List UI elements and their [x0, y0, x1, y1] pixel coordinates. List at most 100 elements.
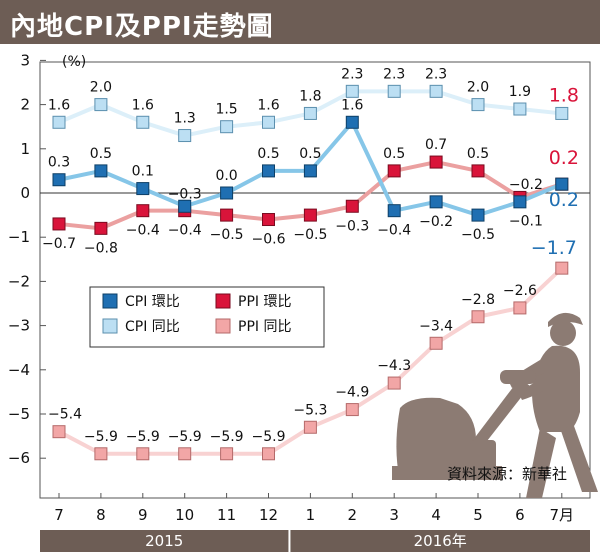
worker-leg-right — [560, 426, 598, 492]
data-label-cpi_yoy: 1.8 — [299, 88, 321, 104]
data-label-ppi_yoy: −5.4 — [48, 407, 82, 423]
data-point-cpi_yoy — [429, 84, 443, 98]
data-label-ppi_yoy: −2.8 — [461, 292, 495, 308]
data-label-ppi_mom: −0.5 — [293, 227, 327, 243]
data-label-cpi_mom: 0.2 — [549, 189, 579, 211]
worker-leg-left — [526, 428, 556, 498]
worker-illustration — [392, 312, 598, 498]
data-point-cpi_yoy — [52, 115, 66, 129]
compactor-engine — [396, 397, 476, 470]
data-label-ppi_yoy: −5.9 — [84, 429, 118, 445]
data-label-ppi_mom: −0.4 — [168, 223, 202, 239]
data-label-ppi_yoy: −2.6 — [503, 283, 537, 299]
data-label-cpi_mom: 0.1 — [132, 164, 154, 180]
data-label-ppi_yoy: −5.3 — [293, 402, 327, 418]
legend-swatch-ppi_yoy — [215, 318, 231, 334]
source-note: 資料來源：新華社 — [447, 465, 568, 483]
data-label-cpi_mom: −0.2 — [419, 214, 453, 230]
data-label-cpi_mom: 0.5 — [257, 146, 279, 162]
data-label-cpi_mom: −0.2 — [509, 177, 543, 193]
data-label-ppi_yoy: −5.9 — [168, 429, 202, 445]
legend-label-ppi_yoy: PPI 同比 — [238, 319, 291, 335]
data-point-ppi_yoy — [429, 336, 443, 350]
y-tick-label: −1 — [8, 228, 30, 246]
data-point-cpi_mom — [178, 199, 192, 213]
data-point-cpi_mom — [555, 177, 569, 191]
x-tick-label: 7 — [54, 506, 64, 524]
data-point-ppi_yoy — [471, 310, 485, 324]
y-tick-label: 0 — [20, 184, 30, 202]
data-point-ppi_yoy — [555, 261, 569, 275]
data-label-cpi_mom: 0.0 — [215, 168, 237, 184]
data-label-cpi_mom: −0.5 — [461, 227, 495, 243]
data-label-ppi_mom: −0.3 — [335, 218, 369, 234]
data-label-ppi_yoy: −4.9 — [335, 385, 369, 401]
data-point-cpi_yoy — [136, 115, 150, 129]
data-point-ppi_mom — [387, 164, 401, 178]
year-label: 2015 — [145, 532, 183, 550]
series-cpi_mom — [52, 115, 569, 222]
data-point-ppi_yoy — [94, 447, 108, 461]
data-point-ppi_yoy — [262, 447, 275, 461]
worker-torso — [532, 345, 580, 432]
y-tick-label: 2 — [20, 96, 30, 114]
data-label-cpi_yoy: 1.5 — [215, 102, 237, 118]
data-point-ppi_yoy — [513, 301, 527, 315]
worker-head — [550, 320, 576, 346]
legend-label-cpi_yoy: CPI 同比 — [125, 319, 180, 335]
year-bar-2015 — [40, 530, 289, 552]
data-point-ppi_yoy — [52, 425, 66, 439]
data-point-ppi_yoy — [303, 420, 317, 434]
data-point-ppi_mom — [303, 208, 317, 222]
data-label-cpi_yoy: 1.6 — [48, 97, 70, 113]
x-tick-label: 10 — [175, 506, 194, 524]
data-label-cpi_yoy: 1.6 — [257, 97, 279, 113]
data-point-ppi_yoy — [345, 403, 359, 417]
data-point-ppi_mom — [262, 213, 275, 227]
x-tick-label: 11 — [217, 506, 236, 524]
legend-swatch-cpi_yoy — [102, 318, 118, 334]
compactor-handle — [470, 378, 530, 450]
x-tick-label: 4 — [431, 506, 441, 524]
y-tick-label: −5 — [8, 405, 30, 423]
data-label-ppi_yoy: −5.9 — [210, 429, 244, 445]
data-point-ppi_mom — [471, 164, 485, 178]
data-label-cpi_yoy: 2.0 — [467, 80, 489, 96]
data-point-cpi_mom — [52, 173, 66, 187]
x-tick-label: 9 — [138, 506, 148, 524]
series-cpi_yoy — [52, 84, 569, 143]
data-label-cpi_yoy: 1.6 — [132, 97, 154, 113]
data-label-ppi_mom: −0.1 — [509, 213, 543, 229]
data-label-ppi_mom: 0.2 — [549, 147, 579, 169]
data-label-cpi_yoy: 1.9 — [509, 84, 531, 100]
data-point-cpi_mom — [262, 164, 275, 178]
data-point-ppi_mom — [429, 155, 443, 169]
legend-label-cpi_mom: CPI 環比 — [125, 294, 180, 310]
data-label-ppi_yoy: −5.9 — [252, 429, 286, 445]
worker-cap — [548, 312, 583, 327]
data-label-cpi_mom: −0.4 — [377, 223, 411, 239]
data-point-cpi_mom — [94, 164, 108, 178]
data-label-cpi_mom: 0.5 — [299, 146, 321, 162]
data-label-cpi_yoy: 1.8 — [549, 84, 579, 106]
data-point-cpi_yoy — [345, 84, 359, 98]
data-point-cpi_yoy — [387, 84, 401, 98]
data-point-ppi_yoy — [178, 447, 192, 461]
data-label-ppi_mom: −0.5 — [210, 227, 244, 243]
legend-box — [89, 286, 325, 348]
data-label-cpi_yoy: 2.3 — [383, 66, 405, 82]
data-point-cpi_yoy — [471, 98, 485, 112]
y-tick-label: −6 — [8, 449, 30, 467]
data-point-ppi_mom — [52, 217, 66, 231]
data-label-ppi_mom: −0.4 — [126, 223, 160, 239]
y-unit-label: (%) — [62, 54, 86, 70]
data-point-ppi_yoy — [387, 376, 401, 390]
data-point-cpi_yoy — [262, 115, 275, 129]
year-bar-2016年 — [290, 530, 590, 552]
y-tick-label: 1 — [20, 140, 30, 158]
data-label-ppi_mom: −0.8 — [84, 240, 118, 256]
data-point-cpi_mom — [303, 164, 317, 178]
data-point-ppi_yoy — [136, 447, 150, 461]
data-point-cpi_yoy — [513, 102, 527, 116]
